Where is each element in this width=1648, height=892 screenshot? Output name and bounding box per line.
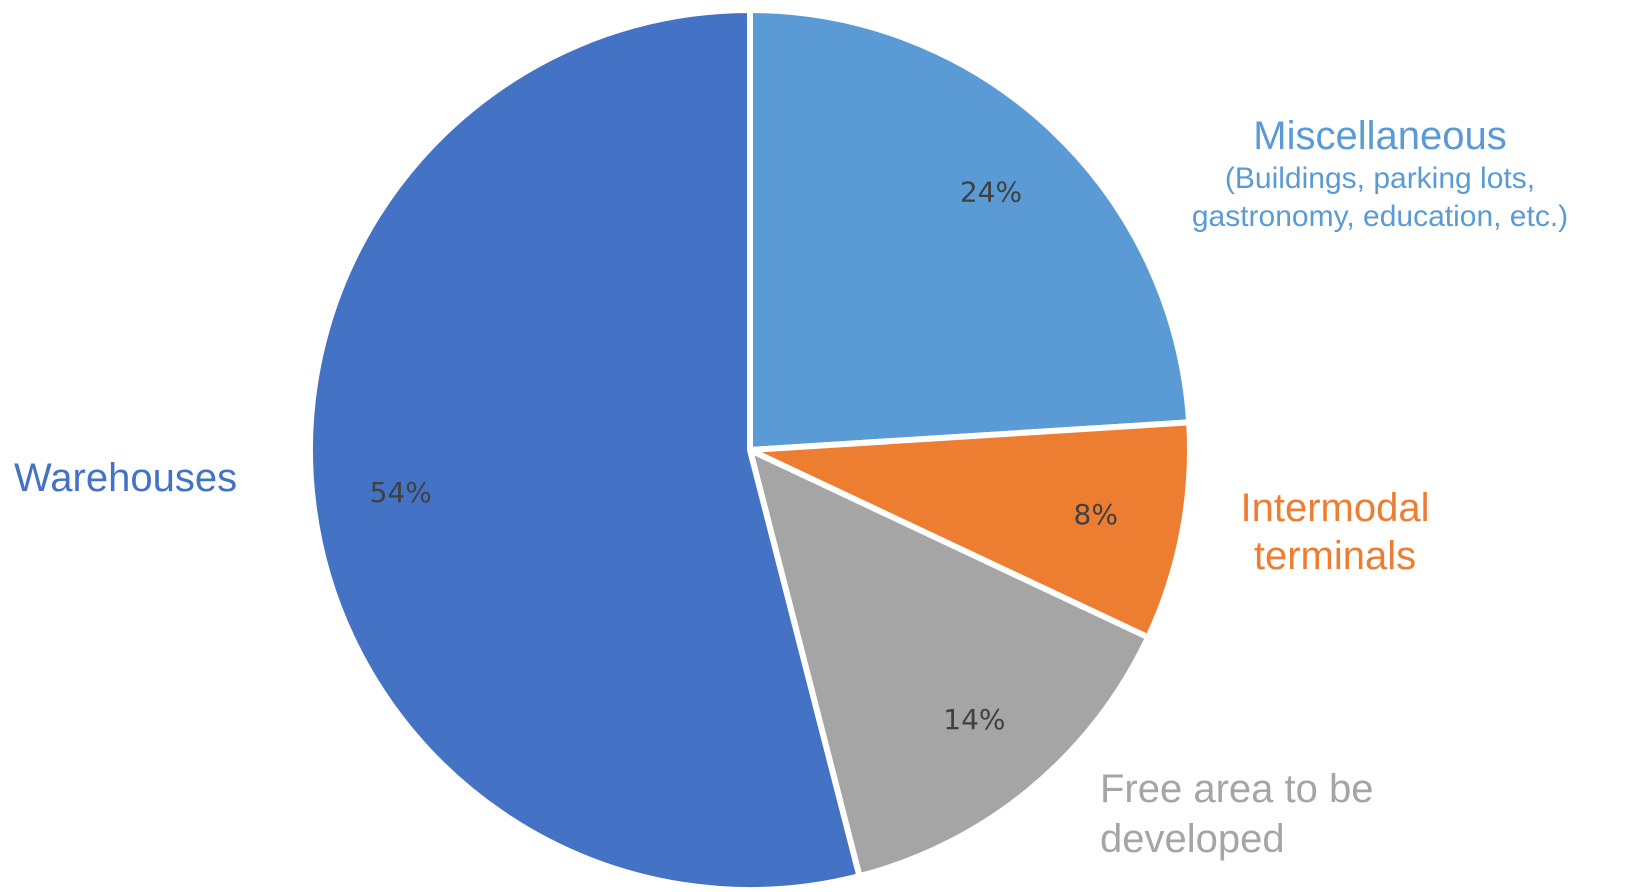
data-label-intermodal-terminals: 8% (1074, 498, 1118, 531)
data-label-free-area-to-be-developed: 14% (943, 703, 1005, 736)
category-label-miscellaneous: Miscellaneous (Buildings, parking lots, … (1191, 114, 1569, 233)
pie-slice-free-area-to-be-developed (747, 447, 1152, 880)
pie-slice-intermodal-terminals (747, 419, 1193, 641)
category-label-warehouses: Warehouses (14, 456, 238, 500)
data-label-miscellaneous: 24% (960, 175, 1022, 208)
category-label-intermodal-terminals: Intermodal terminals (1240, 486, 1430, 578)
data-label-warehouses: 54% (370, 476, 432, 509)
pie-slice-warehouses (307, 7, 863, 892)
category-label-free-area: Free area to be developed (1100, 767, 1374, 861)
pie-slice-miscellaneous (747, 7, 1193, 453)
